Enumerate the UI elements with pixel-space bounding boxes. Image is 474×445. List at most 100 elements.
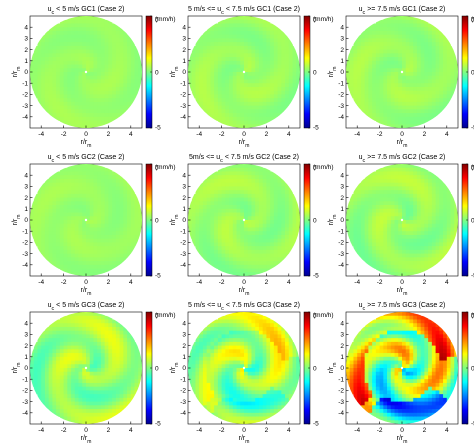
heatmap-cell bbox=[59, 116, 64, 121]
y-axis-label: r/rm bbox=[12, 215, 22, 226]
center-marker bbox=[242, 218, 246, 222]
heatmap-cell bbox=[48, 208, 53, 213]
heatmap-cell bbox=[119, 34, 124, 39]
heatmap-cell bbox=[41, 330, 46, 335]
heatmap-cell bbox=[74, 401, 79, 406]
heatmap-cell bbox=[273, 105, 278, 110]
heatmap-cell bbox=[387, 45, 392, 50]
heatmap-cell bbox=[112, 212, 117, 217]
heatmap-cell bbox=[277, 261, 282, 266]
heatmap-disc bbox=[30, 312, 142, 424]
heatmap-cell bbox=[44, 368, 50, 373]
heatmap-cell bbox=[59, 53, 64, 58]
heatmap-cell bbox=[97, 101, 102, 106]
heatmap-cell bbox=[44, 105, 50, 110]
heatmap-cell bbox=[236, 64, 241, 69]
heatmap-cell bbox=[405, 90, 410, 95]
heatmap-cell bbox=[112, 75, 117, 80]
heatmap-cell bbox=[409, 208, 414, 213]
colorbar-tick-label: 5 bbox=[155, 164, 159, 171]
heatmap-cell bbox=[97, 94, 102, 99]
heatmap-cell bbox=[225, 86, 230, 92]
heatmap-cell bbox=[86, 205, 91, 210]
heatmap-cell bbox=[443, 216, 448, 221]
heatmap-cell bbox=[48, 34, 53, 39]
heatmap-cell bbox=[244, 19, 249, 24]
heatmap-cell bbox=[104, 19, 109, 24]
heatmap-cell bbox=[255, 186, 260, 191]
heatmap-cell bbox=[217, 253, 222, 258]
heatmap-cell bbox=[119, 253, 124, 258]
heatmap-cell bbox=[123, 53, 128, 58]
heatmap-cell bbox=[405, 212, 410, 217]
heatmap-cell bbox=[435, 109, 440, 114]
heatmap-cell bbox=[443, 64, 448, 69]
heatmap-cell bbox=[258, 98, 264, 103]
heatmap-cell bbox=[240, 105, 245, 110]
heatmap-cell bbox=[240, 223, 245, 228]
heatmap-cell bbox=[210, 257, 215, 262]
heatmap-cell bbox=[210, 57, 215, 62]
heatmap-cell bbox=[71, 16, 76, 21]
heatmap-cell bbox=[394, 234, 399, 240]
heatmap-cell bbox=[443, 38, 448, 43]
heatmap-cell bbox=[104, 120, 109, 125]
heatmap-cell bbox=[255, 38, 260, 43]
heatmap-cell bbox=[232, 249, 237, 254]
heatmap-cell bbox=[56, 330, 61, 335]
heatmap-cell bbox=[199, 208, 204, 213]
heatmap-cell bbox=[405, 246, 410, 251]
heatmap-cell bbox=[206, 105, 211, 110]
heatmap-cell bbox=[236, 113, 241, 118]
heatmap-cell bbox=[281, 60, 286, 65]
heatmap-cell bbox=[33, 242, 38, 247]
heatmap-cell bbox=[67, 412, 72, 417]
heatmap-cell bbox=[44, 326, 50, 332]
heatmap-cell bbox=[244, 53, 249, 58]
heatmap-cell bbox=[59, 68, 64, 73]
heatmap-cell bbox=[48, 249, 53, 254]
heatmap-cell bbox=[349, 68, 354, 73]
heatmap-cell bbox=[199, 190, 204, 195]
heatmap-cell bbox=[63, 264, 68, 269]
heatmap-cell bbox=[48, 72, 53, 77]
heatmap-cell bbox=[431, 68, 436, 73]
heatmap-cell bbox=[360, 234, 366, 240]
heatmap-cell bbox=[383, 116, 388, 121]
heatmap-cell bbox=[67, 34, 72, 39]
heatmap-cell bbox=[266, 205, 271, 210]
heatmap-cell bbox=[119, 49, 124, 54]
heatmap-cell bbox=[420, 178, 425, 184]
heatmap-cell bbox=[262, 193, 267, 198]
heatmap-cell bbox=[97, 167, 102, 172]
heatmap-cell bbox=[82, 57, 87, 62]
heatmap-cell bbox=[409, 94, 414, 99]
heatmap-cell bbox=[56, 401, 61, 406]
heatmap-cell bbox=[232, 109, 237, 114]
heatmap-cell bbox=[240, 42, 245, 47]
heatmap-cell bbox=[262, 72, 267, 77]
heatmap-cell bbox=[127, 101, 132, 106]
heatmap-cell bbox=[251, 60, 256, 65]
heatmap-cell bbox=[44, 64, 50, 69]
panel-title: uc < 5 m/s GC1 (Case 2) bbox=[48, 6, 125, 16]
heatmap-cell bbox=[71, 375, 76, 380]
heatmap-cell bbox=[270, 45, 275, 50]
heatmap-cell bbox=[405, 186, 410, 191]
heatmap-cell bbox=[86, 49, 91, 54]
heatmap-cell bbox=[398, 23, 403, 28]
heatmap-cell bbox=[424, 19, 429, 24]
heatmap-cell bbox=[37, 83, 42, 88]
heatmap-cell bbox=[372, 34, 377, 39]
heatmap-cell bbox=[288, 190, 293, 195]
heatmap-cell bbox=[217, 101, 222, 106]
heatmap-cell bbox=[229, 75, 234, 80]
heatmap-cell bbox=[375, 264, 380, 269]
heatmap-cell bbox=[78, 315, 83, 320]
heatmap-cell bbox=[112, 220, 117, 225]
heatmap-cell bbox=[431, 83, 436, 88]
heatmap-cell bbox=[409, 253, 414, 258]
heatmap-cell bbox=[360, 68, 366, 73]
heatmap-cell bbox=[346, 216, 351, 221]
heatmap-cell bbox=[405, 113, 410, 118]
